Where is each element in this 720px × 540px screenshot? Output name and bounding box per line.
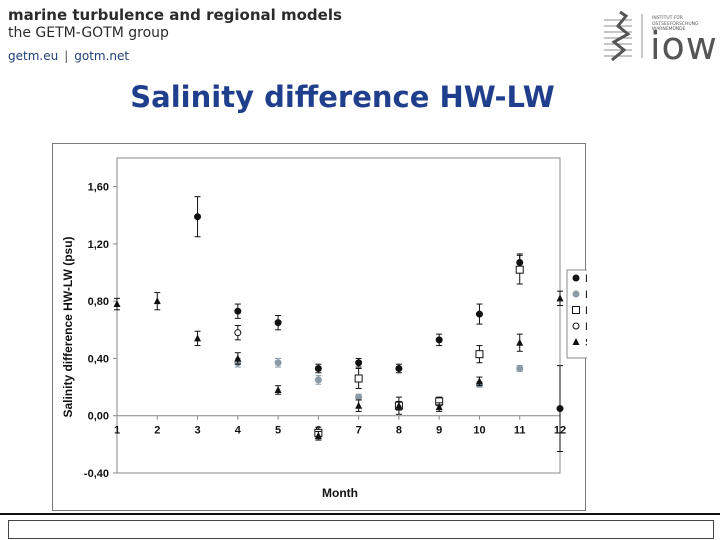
data-point — [314, 364, 322, 372]
plot-area — [116, 157, 561, 474]
data-point — [314, 431, 322, 439]
legend-marker — [572, 322, 580, 330]
data-point — [274, 385, 282, 393]
chart-frame: 1,601,200,800,400,00-0,40123456789101112… — [52, 143, 664, 511]
x-tick-label: 1 — [114, 425, 120, 437]
header-links: getm.eu | gotm.net — [8, 49, 129, 63]
group-title: marine turbulence and regional models — [8, 6, 342, 24]
data-point — [194, 213, 202, 221]
legend-marker — [572, 274, 580, 282]
data-point — [435, 336, 443, 344]
x-tick-label: 3 — [194, 425, 200, 437]
logo-wordmark: iow — [650, 24, 718, 68]
data-point — [516, 364, 524, 372]
y-tick-label: 0,40 — [88, 353, 109, 365]
x-tick-label: 11 — [514, 425, 526, 437]
y-tick-label: 1,20 — [88, 239, 109, 251]
x-tick-label: 2 — [154, 425, 160, 437]
data-point — [354, 374, 363, 383]
legend-label: Spiekeroog — [585, 337, 587, 349]
data-point — [355, 401, 363, 409]
data-point — [355, 393, 363, 401]
group-subtitle: the GETM-GOTM group — [8, 25, 169, 41]
gotm-link[interactable]: gotm.net — [74, 49, 130, 63]
data-point — [556, 294, 564, 302]
y-tick-label: 1,60 — [88, 182, 109, 194]
x-tick-label: 4 — [235, 425, 242, 437]
legend-marker — [572, 290, 580, 298]
chart-legend: Langeoog Hörnum Deep Rømø-Dyb Lister Ley Spi… — [566, 269, 664, 359]
legend-label: Hörnum Deep — [585, 289, 587, 301]
data-point — [516, 338, 524, 346]
data-point — [314, 376, 322, 384]
legend-label: Lister Ley — [585, 321, 587, 333]
data-point — [234, 329, 242, 337]
data-point — [395, 364, 403, 372]
x-tick-label: 10 — [473, 425, 485, 437]
link-separator: | — [64, 49, 69, 63]
data-point — [355, 359, 363, 367]
data-point — [395, 401, 403, 409]
data-point — [234, 354, 242, 362]
legend-label: Rømø-Dyb — [585, 305, 587, 317]
x-tick-label: 9 — [436, 425, 442, 437]
legend-label: Langeoog — [585, 273, 587, 285]
data-point — [113, 300, 121, 308]
y-tick-label: -0,40 — [84, 468, 109, 480]
y-tick-label: 0,80 — [88, 296, 109, 308]
data-point — [556, 405, 564, 413]
data-point — [274, 359, 282, 367]
x-axis-label: Month — [322, 486, 358, 500]
salinity-chart: 1,601,200,800,400,00-0,40123456789101112… — [61, 157, 664, 500]
logo-institute-text: INSTITUT FÜR OSTSEEFORSCHUNG WARNEMÜNDE — [652, 16, 699, 32]
x-tick-label: 7 — [356, 425, 362, 437]
slide-title: Salinity difference HW-LW — [130, 80, 555, 114]
data-point — [475, 377, 483, 385]
data-point — [274, 319, 282, 327]
iow-logo-mark — [604, 10, 643, 62]
data-point — [475, 310, 483, 318]
data-point — [153, 297, 161, 305]
x-tick-label: 5 — [275, 425, 281, 437]
data-point — [435, 403, 443, 411]
header-banner: marine turbulence and regional models th… — [0, 0, 720, 68]
data-point — [475, 350, 484, 359]
chart-marks — [113, 196, 564, 453]
y-tick-label: 0,00 — [88, 411, 109, 423]
legend-marker — [572, 306, 580, 314]
getm-link[interactable]: getm.eu — [8, 49, 59, 63]
y-axis-label: Salinity difference HW-LW (psu) — [61, 236, 75, 417]
chart-axes: 1,601,200,800,400,00-0,40123456789101112 — [84, 157, 566, 480]
legend-marker — [572, 338, 580, 345]
data-point — [194, 334, 202, 342]
bottom-bar — [0, 513, 720, 540]
x-tick-label: 8 — [396, 425, 402, 437]
data-point — [515, 265, 524, 274]
data-point — [234, 307, 242, 315]
